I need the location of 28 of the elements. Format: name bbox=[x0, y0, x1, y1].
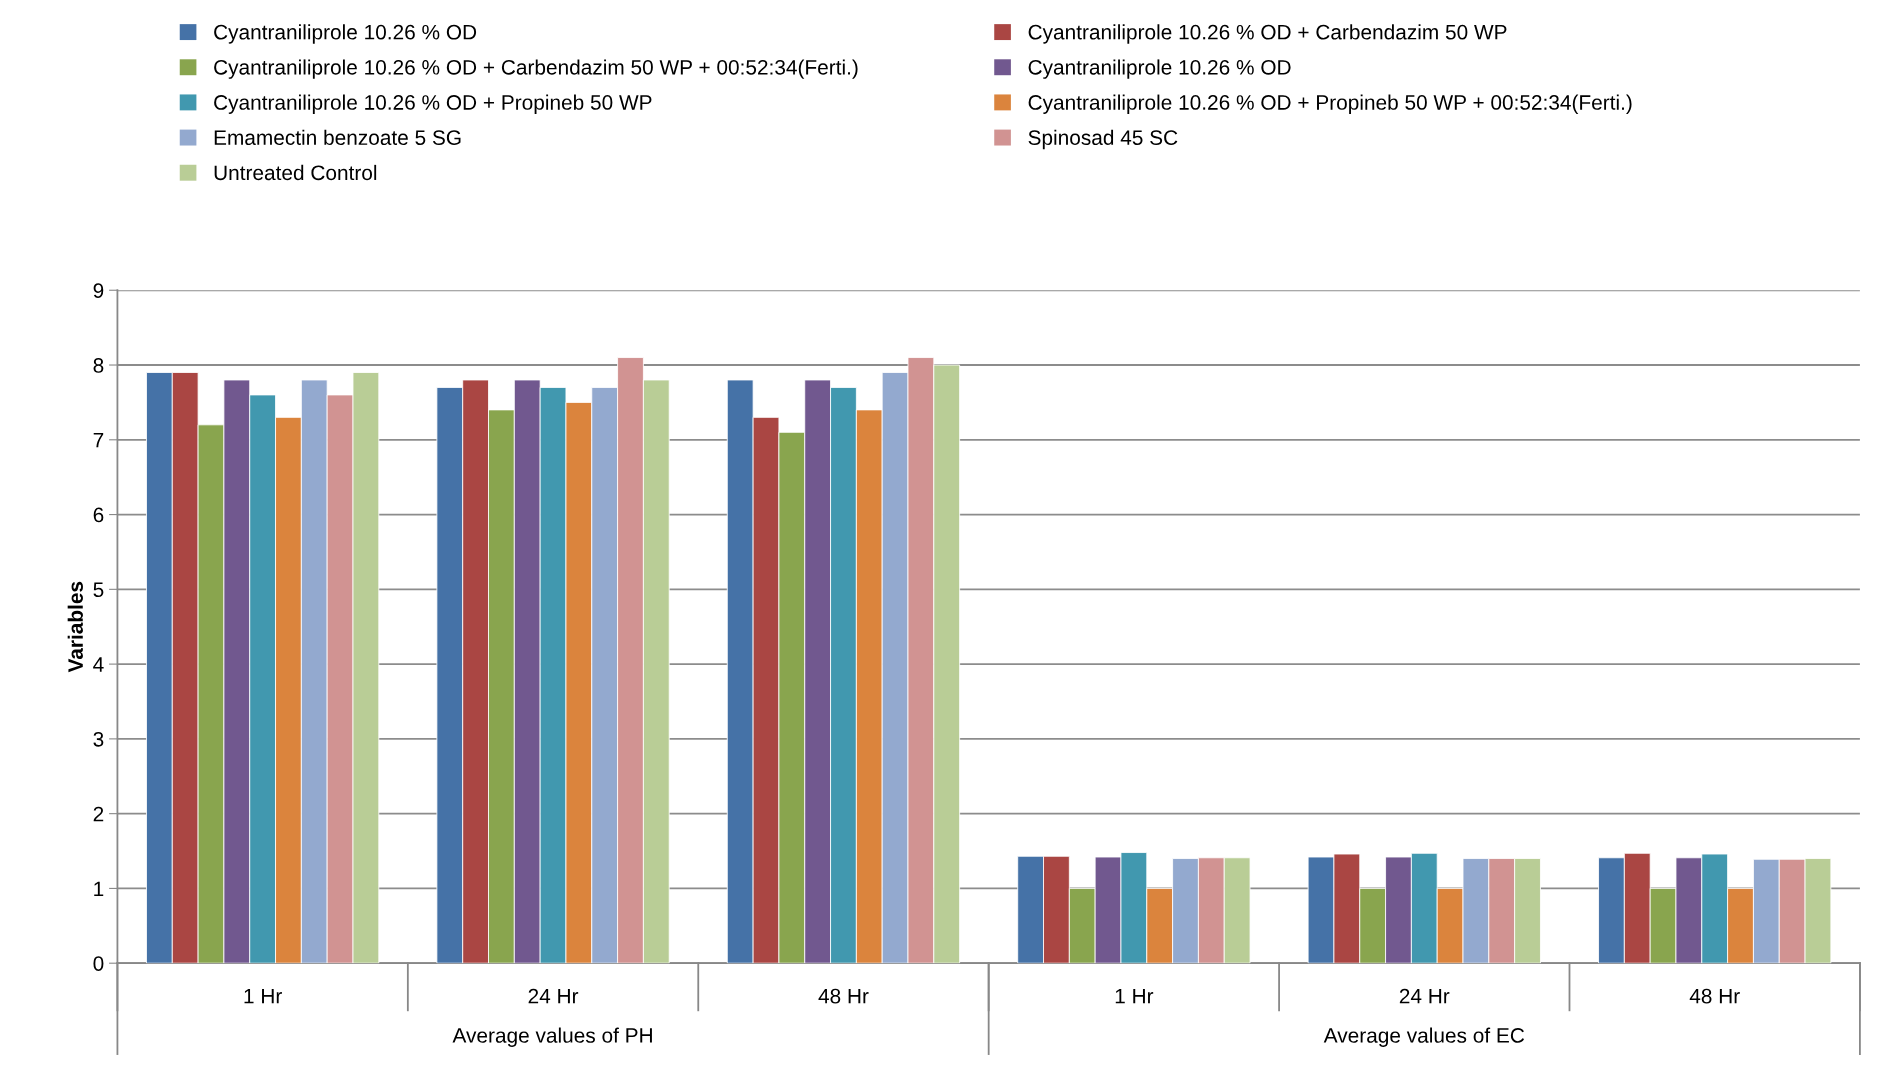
legend-label: Spinosad 45 SC bbox=[1028, 129, 1178, 150]
legend-label: Cyantraniliprole 10.26 % OD bbox=[1028, 59, 1291, 79]
legend-label: Cyantraniliprole 10.26 % OD + Propineb 50 WP + 00:52:34(Ferti.) bbox=[1028, 94, 1632, 114]
x-tick-label: 1 Hr bbox=[1115, 988, 1154, 1004]
text: Average values of PH bbox=[452, 1027, 652, 1047]
y-tick-label: 7 bbox=[93, 433, 104, 448]
x-tick-label: 24 Hr bbox=[1399, 988, 1450, 1004]
y-tick-label: 6 bbox=[93, 507, 104, 523]
y-tick-label: 5 bbox=[93, 582, 104, 598]
x-tick-label: 48 Hr bbox=[1689, 988, 1740, 1004]
y-tick-label: 3 bbox=[93, 731, 104, 747]
legend-label: Emamectin benzoate 5 SG bbox=[214, 129, 461, 146]
y-tick-label: 9 bbox=[93, 283, 104, 298]
legend-label: Cyantraniliprole 10.26 % OD + Carbendazim 50 WP + 00:52:34(Ferti.) bbox=[214, 59, 858, 79]
y-tick-label: 4 bbox=[93, 657, 104, 672]
legend-label: Cyantraniliprole 10.26 % OD bbox=[214, 24, 477, 44]
y-tick-label: 0 bbox=[93, 956, 104, 971]
x-tick-label: 1 Hr bbox=[244, 988, 282, 1004]
y-axis-title: Variables bbox=[67, 581, 83, 673]
x-tick-label: 48 Hr bbox=[818, 988, 869, 1004]
legend-label: Cyantraniliprole 10.26 % OD + Propineb 50 WP bbox=[214, 94, 652, 114]
x-tick-label: 24 Hr bbox=[528, 988, 579, 1004]
legend-label: Untreated Control bbox=[214, 164, 377, 181]
y-tick-label: 2 bbox=[93, 806, 104, 822]
y-tick-label: 1 bbox=[94, 881, 104, 896]
text: Average values of EC bbox=[1323, 1027, 1525, 1047]
y-tick-label: 8 bbox=[93, 358, 104, 373]
legend-label: Cyantraniliprole 10.26 % OD + Carbendazim 50 WP bbox=[1028, 24, 1507, 44]
